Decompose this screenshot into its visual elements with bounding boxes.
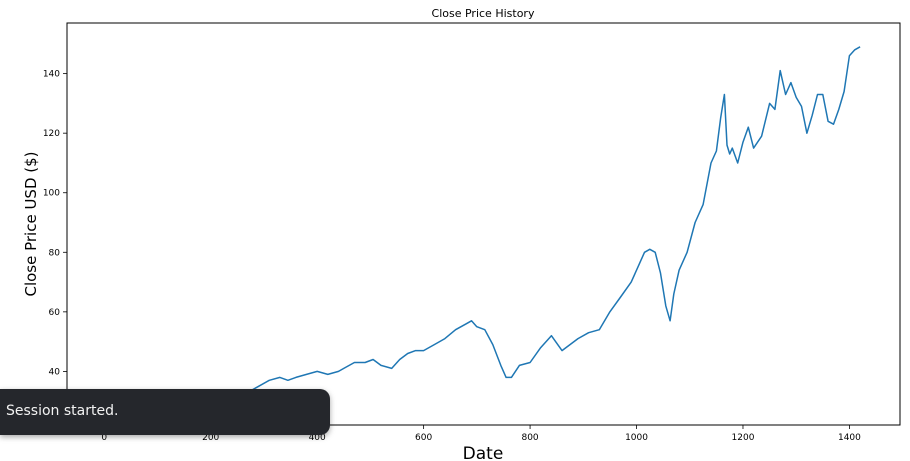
x-tick-label: 1000 — [625, 433, 648, 443]
close-price-series-line — [104, 46, 861, 420]
session-toast[interactable]: Session started. — [0, 389, 330, 435]
y-tick-label: 140 — [43, 70, 60, 80]
y-tick-label: 60 — [49, 308, 61, 318]
x-axis-ticks: 0 200 400 600 800 1000 1200 1400 — [101, 425, 861, 443]
plot-area — [66, 22, 901, 426]
toast-message: Session started. — [6, 403, 119, 419]
y-tick-label: 80 — [49, 248, 61, 258]
x-tick-label: 400 — [309, 433, 326, 443]
y-axis-label: Close Price USD ($) — [22, 151, 40, 296]
y-axis-ticks: 40 60 80 100 120 140 — [43, 70, 67, 377]
x-axis-label: Date — [463, 444, 504, 461]
x-tick-label: 1400 — [838, 433, 861, 443]
y-tick-label: 120 — [43, 129, 60, 139]
x-tick-label: 800 — [521, 433, 538, 443]
x-tick-label: 1200 — [732, 433, 755, 443]
y-tick-label: 40 — [49, 367, 61, 377]
chart-title: Close Price History — [432, 7, 535, 20]
x-tick-label: 0 — [101, 433, 107, 443]
x-tick-label: 200 — [202, 433, 219, 443]
y-tick-label: 100 — [43, 189, 60, 199]
x-tick-label: 600 — [415, 433, 432, 443]
